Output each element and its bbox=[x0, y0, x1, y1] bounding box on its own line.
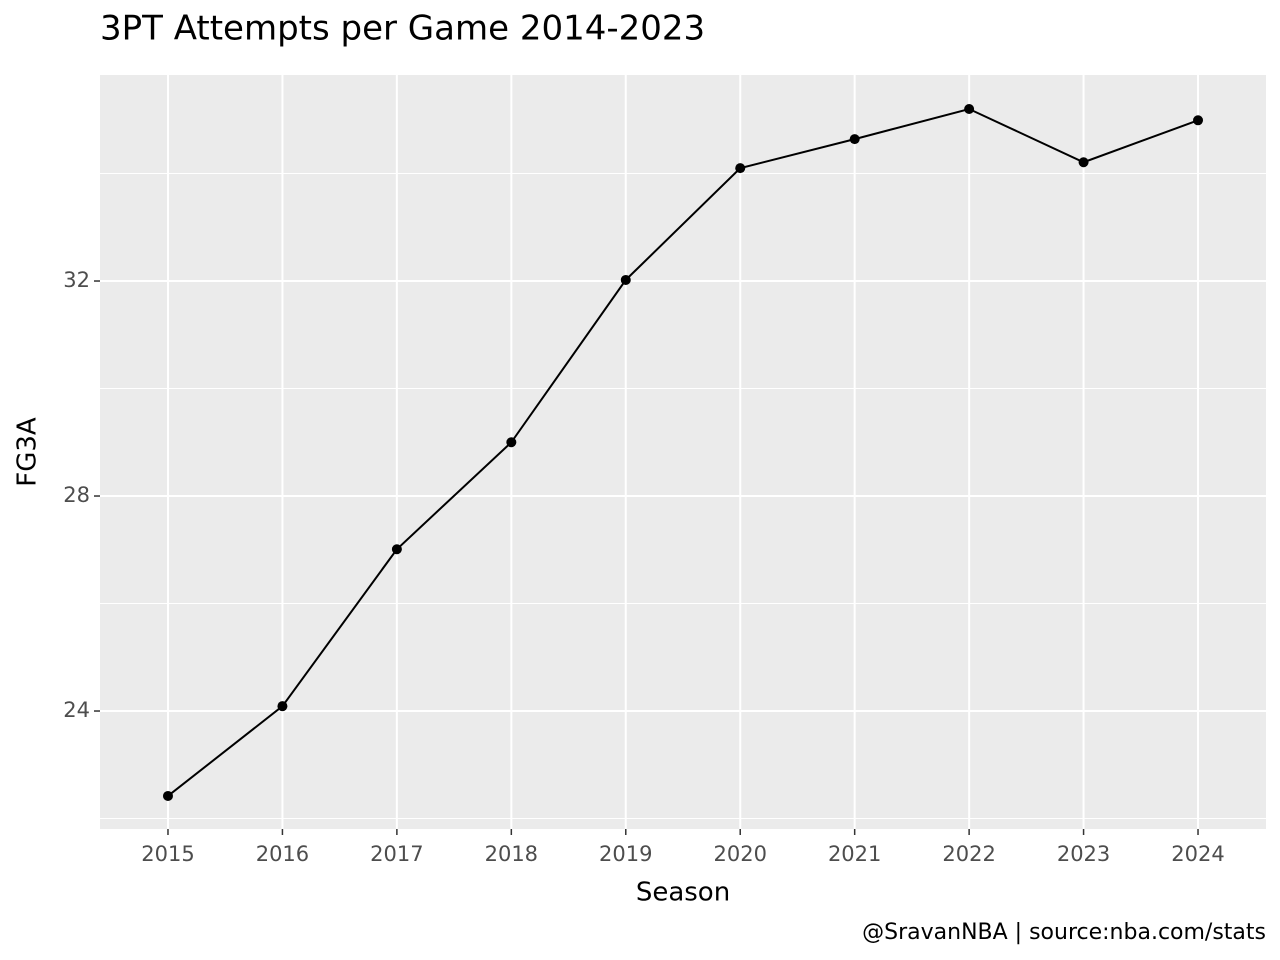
y-tick-label: 24 bbox=[63, 698, 90, 722]
caption: @SravanNBA | source:nba.com/stats bbox=[862, 920, 1266, 945]
x-tick-label: 2016 bbox=[256, 842, 309, 866]
x-tick-label: 2024 bbox=[1171, 842, 1224, 866]
x-tick-label: 2023 bbox=[1057, 842, 1110, 866]
x-tick-label: 2015 bbox=[141, 842, 194, 866]
data-point bbox=[964, 104, 975, 115]
x-tick-label: 2018 bbox=[485, 842, 538, 866]
x-tick-label: 2019 bbox=[599, 842, 652, 866]
chart-title: 3PT Attempts per Game 2014-2023 bbox=[100, 9, 705, 49]
y-axis-label: FG3A bbox=[13, 417, 43, 487]
data-point bbox=[162, 790, 173, 801]
y-tick-label: 28 bbox=[63, 483, 90, 507]
x-tick-label: 2022 bbox=[942, 842, 995, 866]
data-point bbox=[849, 134, 860, 145]
data-point bbox=[620, 274, 631, 285]
x-tick-label: 2020 bbox=[713, 842, 766, 866]
data-point bbox=[1193, 115, 1204, 126]
data-point bbox=[277, 701, 288, 712]
x-tick-label: 2017 bbox=[370, 842, 423, 866]
data-point bbox=[1078, 157, 1089, 168]
plot-panel bbox=[100, 75, 1266, 829]
y-tick-label: 32 bbox=[63, 268, 90, 292]
data-point bbox=[735, 163, 746, 174]
data-point bbox=[391, 544, 402, 555]
data-point bbox=[506, 437, 517, 448]
x-axis-label: Season bbox=[636, 878, 730, 908]
x-tick-label: 2021 bbox=[828, 842, 881, 866]
data-line bbox=[167, 107, 1199, 797]
